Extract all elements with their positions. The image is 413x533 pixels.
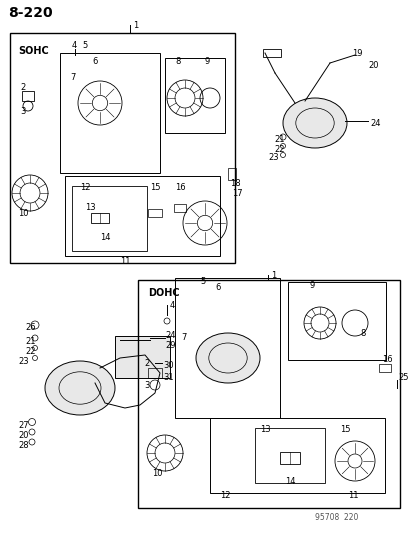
- Text: 5: 5: [82, 42, 87, 51]
- Text: 7: 7: [180, 334, 186, 343]
- Text: 4: 4: [170, 301, 175, 310]
- Text: 5: 5: [199, 277, 205, 286]
- Bar: [147, 209, 161, 217]
- Text: 24: 24: [369, 118, 380, 127]
- Bar: [262, 49, 280, 57]
- Bar: [209, 418, 384, 493]
- Bar: [173, 204, 185, 212]
- Text: 2: 2: [20, 84, 25, 93]
- Bar: [228, 168, 235, 180]
- Text: 10: 10: [18, 208, 28, 217]
- Text: 11: 11: [347, 491, 358, 500]
- Text: 30: 30: [163, 360, 173, 369]
- Text: 12: 12: [219, 491, 230, 500]
- Ellipse shape: [195, 333, 259, 383]
- Bar: [65, 176, 219, 256]
- Text: 12: 12: [80, 183, 90, 192]
- Text: 16: 16: [175, 183, 185, 192]
- Text: 15: 15: [339, 425, 350, 434]
- Text: 9: 9: [309, 280, 314, 289]
- Text: 17: 17: [231, 189, 242, 198]
- Text: 6: 6: [92, 56, 97, 66]
- Text: 14: 14: [284, 477, 295, 486]
- Text: 6: 6: [214, 284, 220, 293]
- Text: 95708  220: 95708 220: [314, 513, 358, 522]
- Text: 23: 23: [18, 357, 28, 366]
- Ellipse shape: [45, 361, 115, 415]
- Text: 28: 28: [18, 440, 28, 449]
- Bar: [115, 336, 170, 378]
- Text: 20: 20: [18, 431, 28, 440]
- Text: 11: 11: [120, 256, 130, 265]
- Bar: [378, 365, 390, 372]
- Text: 24: 24: [165, 330, 175, 340]
- Bar: [10, 33, 235, 263]
- Bar: [138, 280, 399, 508]
- Text: 26: 26: [25, 324, 36, 333]
- Ellipse shape: [282, 98, 346, 148]
- Text: 13: 13: [85, 204, 95, 213]
- Text: 1: 1: [271, 271, 275, 279]
- Text: 20: 20: [367, 61, 377, 69]
- Bar: [287, 282, 385, 360]
- Bar: [254, 428, 324, 483]
- Text: 3: 3: [20, 107, 25, 116]
- Bar: [175, 278, 279, 418]
- Text: 29: 29: [165, 341, 175, 350]
- Text: DOHC: DOHC: [147, 288, 179, 298]
- Text: 31: 31: [163, 374, 173, 383]
- Text: 8-220: 8-220: [8, 6, 52, 20]
- Text: 19: 19: [351, 49, 362, 58]
- Text: 22: 22: [273, 144, 284, 154]
- Text: 3: 3: [144, 381, 149, 390]
- Bar: [91, 213, 109, 223]
- Bar: [147, 368, 161, 378]
- Text: 10: 10: [152, 469, 162, 478]
- Text: 9: 9: [204, 56, 210, 66]
- Text: 22: 22: [25, 346, 36, 356]
- Text: 8: 8: [359, 328, 365, 337]
- Text: SOHC: SOHC: [18, 46, 49, 56]
- Text: 21: 21: [273, 135, 284, 144]
- Text: 23: 23: [267, 154, 278, 163]
- Text: 27: 27: [18, 421, 28, 430]
- Text: 15: 15: [150, 183, 160, 192]
- Text: 25: 25: [397, 374, 408, 383]
- Text: 7: 7: [70, 74, 75, 83]
- Text: 18: 18: [230, 179, 240, 188]
- Text: 1: 1: [133, 20, 138, 29]
- Bar: [60, 53, 159, 173]
- Text: 21: 21: [25, 336, 36, 345]
- Text: 13: 13: [259, 425, 270, 434]
- Bar: [279, 452, 299, 464]
- Text: 14: 14: [100, 233, 110, 243]
- Bar: [72, 186, 147, 251]
- Bar: [165, 58, 224, 133]
- Text: 4: 4: [72, 42, 77, 51]
- Text: 2: 2: [144, 359, 149, 368]
- Text: 16: 16: [381, 356, 392, 365]
- Text: 8: 8: [175, 56, 180, 66]
- Bar: [22, 91, 34, 101]
